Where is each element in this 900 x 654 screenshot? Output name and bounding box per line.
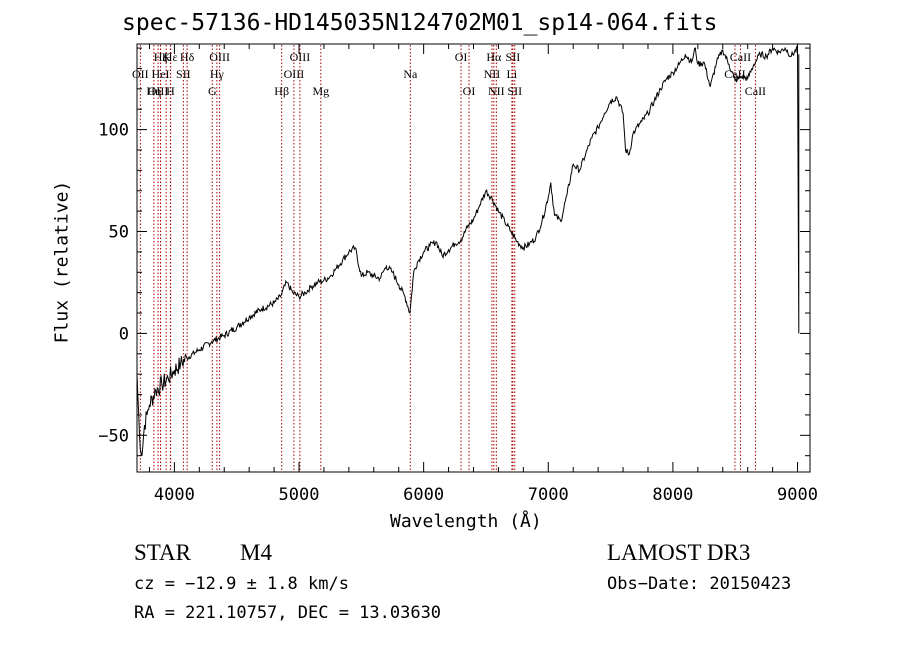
line-label-OII: OII: [132, 67, 149, 81]
coordinates: RA = 221.10757, DEC = 13.03630: [134, 603, 442, 623]
y-tick-label: −50: [98, 426, 129, 446]
line-label-Li: Li: [507, 67, 518, 81]
y-axis-ticks: −50 0 50 100: [98, 47, 810, 457]
object-subclass: M4: [240, 540, 272, 565]
spectrum-series: [136, 45, 800, 456]
line-label-CaII-8498: CaII: [724, 67, 745, 81]
redshift-value: cz = −12.9 ± 1.8 km/s: [134, 574, 349, 594]
line-label-OIII-4363: OIII: [209, 50, 230, 64]
line-label-Mg: Mg: [312, 84, 329, 98]
line-label-Hγ: Hγ: [210, 67, 225, 81]
line-label-SII-6731: SII: [507, 84, 522, 98]
y-tick-label: 0: [119, 324, 129, 344]
line-label-Hε: Hε: [164, 50, 178, 64]
survey-name: LAMOST DR3: [607, 540, 751, 565]
x-axis-ticks: 4000 5000 6000 7000 8000 9000: [148, 44, 818, 505]
line-label-Hα: Hα: [486, 50, 502, 64]
line-label-SII-4072: SII: [176, 67, 191, 81]
line-label-CaII-8542: CaII: [730, 50, 751, 64]
line-label-G: G: [208, 84, 217, 98]
line-label-H: H: [166, 84, 175, 98]
line-label-OIII-4959: OIII: [284, 67, 305, 81]
line-label-HeI: HeI: [152, 67, 170, 81]
line-label-Hβ: Hβ: [274, 84, 289, 98]
line-label-Hη: Hη: [146, 84, 161, 98]
x-tick-label: 6000: [403, 485, 444, 505]
x-tick-label: 9000: [777, 485, 818, 505]
line-markers: [139, 45, 756, 472]
x-tick-label: 4000: [154, 485, 195, 505]
chart-title: spec-57136-HD145035N124702M01_sp14-064.f…: [122, 10, 718, 36]
y-tick-label: 50: [109, 223, 129, 243]
line-label-OIII-5007: OIII: [290, 50, 311, 64]
obs-date: Obs−Date: 20150423: [607, 574, 792, 594]
line-label-Hδ: Hδ: [180, 50, 195, 64]
plot-frame: [136, 43, 811, 473]
line-label-NII-6548: NII: [484, 67, 501, 81]
y-axis-label: Flux (relative): [51, 180, 73, 344]
line-label-SII-6716: SII: [506, 50, 521, 64]
line-label-CaII-8662: CaII: [745, 84, 766, 98]
x-tick-label: 5000: [279, 485, 320, 505]
line-label-OIII-3869: OIII: [148, 84, 169, 98]
y-tick-label: 100: [98, 121, 129, 141]
line-label-OI-6300: OI: [455, 50, 468, 64]
line-label-Na: Na: [403, 67, 418, 81]
line-label-OI-6364: OI: [463, 84, 476, 98]
line-label-NII-6583: NII: [488, 84, 505, 98]
x-tick-label: 8000: [652, 485, 693, 505]
x-axis-label: Wavelength (Å): [390, 511, 542, 532]
line-label-Hζ: Hζ: [154, 50, 168, 64]
line-label-K: K: [162, 50, 171, 64]
x-tick-label: 7000: [528, 485, 569, 505]
object-class: STAR: [134, 540, 191, 565]
